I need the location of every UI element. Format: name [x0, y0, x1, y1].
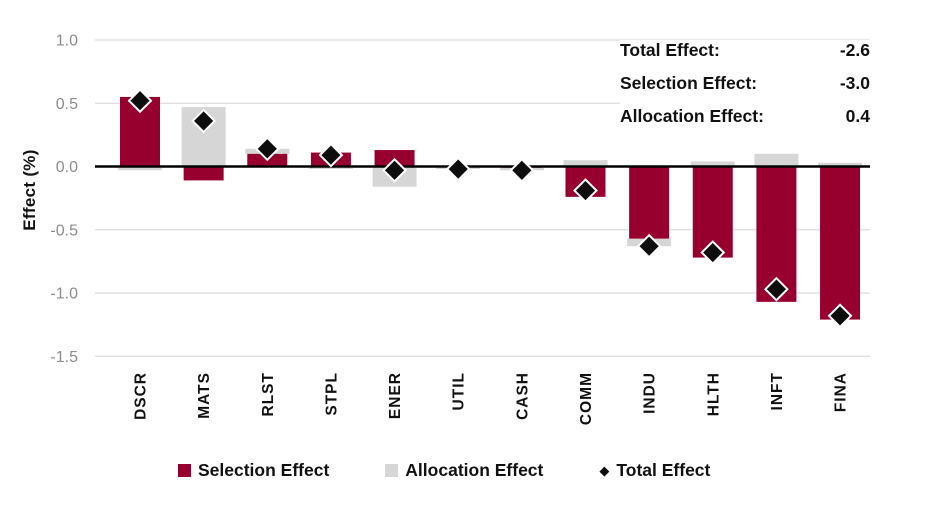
stat-label: Allocation Effect: — [620, 106, 764, 126]
x-axis-label-INFT: INFT — [769, 372, 786, 410]
total-diamond-icon: ◆ — [599, 463, 610, 478]
total-effect-marker-DSCR — [127, 88, 153, 114]
x-axis-label-CASH: CASH — [514, 372, 531, 420]
x-axis-label-HLTH: HLTH — [705, 372, 722, 416]
bar-allocation-DSCR — [118, 166, 162, 171]
stat-row-total: Total Effect: -2.6 — [620, 40, 870, 66]
chart-legend: Selection Effect Allocation Effect ◆ Tot… — [178, 460, 710, 481]
allocation-swatch-icon — [385, 464, 399, 477]
total-effect-marker-ENER — [382, 157, 407, 183]
x-axis-label-MATS: MATS — [196, 372, 213, 419]
total-effect-marker-FINA — [827, 303, 853, 329]
y-tick-label: -0.5 — [50, 222, 78, 239]
x-axis-label-COMM: COMM — [578, 372, 595, 425]
x-axis-label-DSCR: DSCR — [133, 372, 150, 420]
x-axis-label-ENER: ENER — [387, 372, 404, 419]
stat-value: -3.0 — [839, 73, 870, 93]
y-tick-label: 1.0 — [56, 33, 78, 50]
total-effect-marker-COMM — [573, 178, 598, 203]
bar-allocation-COMM — [563, 160, 608, 167]
x-axis-label-INDU: INDU — [642, 372, 659, 414]
bar-allocation-INFT — [754, 153, 799, 167]
y-tick-label: -1.5 — [50, 349, 78, 366]
stat-row-allocation: Allocation Effect: 0.4 — [620, 106, 870, 132]
legend-label: Allocation Effect — [405, 460, 544, 480]
total-effect-marker-STPL — [318, 142, 344, 168]
legend-item-selection: Selection Effect — [178, 460, 329, 481]
bar-selection-INDU — [629, 166, 670, 239]
legend-label: Total Effect — [616, 460, 711, 480]
legend-label: Selection Effect — [198, 460, 330, 480]
total-effect-marker-INDU — [636, 233, 662, 259]
summary-stats: Total Effect: -2.6 Selection Effect: -3.… — [620, 40, 870, 139]
total-effect-marker-MATS — [191, 108, 217, 134]
x-axis-label-UTIL: UTIL — [451, 372, 468, 410]
stat-value: -2.6 — [839, 40, 870, 60]
x-axis-label-FINA: FINA — [833, 372, 850, 412]
legend-item-allocation: Allocation Effect — [385, 460, 543, 481]
stat-row-selection: Selection Effect: -3.0 — [620, 73, 870, 99]
y-axis-title: Effect (%) — [20, 149, 39, 231]
bar-selection-MATS — [183, 166, 224, 181]
stat-value: 0.4 — [845, 106, 870, 126]
x-axis-label-STPL: STPL — [323, 372, 340, 416]
total-effect-marker-HLTH — [700, 240, 726, 265]
selection-swatch-icon — [178, 464, 191, 477]
x-axis-label-RLST: RLST — [260, 372, 277, 416]
y-tick-label: -1.0 — [50, 286, 78, 303]
y-tick-label: 0.0 — [56, 159, 78, 176]
stat-label: Selection Effect: — [620, 73, 758, 93]
total-effect-marker-RLST — [254, 136, 280, 162]
total-effect-marker-UTIL — [445, 156, 471, 182]
y-tick-label: 0.5 — [56, 96, 78, 113]
bar-allocation-HLTH — [690, 161, 735, 167]
total-effect-marker-CASH — [509, 157, 535, 183]
bar-allocation-FINA — [818, 162, 863, 167]
stat-label: Total Effect: — [620, 40, 720, 60]
total-effect-marker-INFT — [763, 276, 789, 302]
bar-selection-FINA — [820, 166, 861, 320]
legend-item-total: ◆ Total Effect — [599, 460, 710, 481]
bar-allocation-STPL — [308, 166, 353, 170]
